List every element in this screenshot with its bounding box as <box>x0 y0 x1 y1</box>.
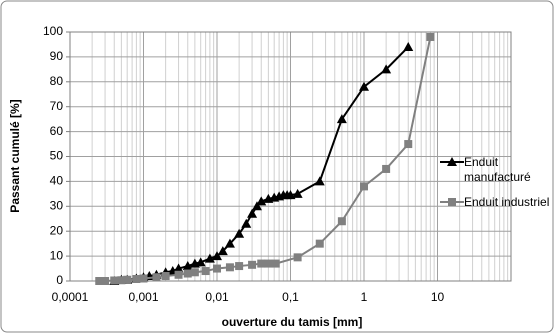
x-tick-label: 0,001 <box>128 290 158 304</box>
data-point <box>139 274 148 283</box>
data-point <box>271 259 280 268</box>
data-point <box>123 275 132 284</box>
data-point <box>426 32 435 41</box>
data-point <box>224 238 235 248</box>
data-point <box>182 261 193 271</box>
y-tick-label: 70 <box>50 99 64 113</box>
data-point <box>359 81 369 91</box>
data-point <box>315 239 324 248</box>
data-point <box>174 270 183 279</box>
y-tick-label: 20 <box>50 223 64 237</box>
data-point <box>256 196 267 206</box>
data-point <box>403 41 414 51</box>
legend-label: Enduit industriel <box>464 195 550 209</box>
legend-symbol <box>440 157 464 166</box>
data-point <box>183 269 192 278</box>
data-point <box>360 182 368 191</box>
data-point <box>336 114 347 124</box>
data-point <box>217 246 228 256</box>
data-point <box>95 277 104 285</box>
data-point <box>173 263 184 273</box>
data-point <box>234 228 245 238</box>
data-point <box>204 253 215 263</box>
legend-marker <box>448 198 456 206</box>
data-point <box>101 277 110 285</box>
data-point <box>404 140 413 149</box>
y-tick-label: 40 <box>50 174 64 188</box>
data-point <box>241 218 252 228</box>
data-point <box>117 276 126 285</box>
data-point <box>251 201 262 211</box>
data-point <box>248 260 257 269</box>
x-tick-label: 10 <box>431 290 445 304</box>
data-point <box>213 264 221 273</box>
y-tick-label: 80 <box>50 74 64 88</box>
data-point <box>190 268 199 277</box>
data-point <box>201 267 210 276</box>
data-point <box>314 176 325 186</box>
plot-area-border <box>69 31 512 282</box>
y-tick-label: 30 <box>50 198 64 212</box>
data-point <box>293 253 302 262</box>
data-point <box>225 263 234 272</box>
data-point <box>235 262 244 271</box>
y-tick-label: 100 <box>43 24 63 38</box>
data-point <box>247 208 258 218</box>
x-tick-label: 1 <box>361 290 368 304</box>
x-tick-label: 0,1 <box>282 290 299 304</box>
y-tick-label: 0 <box>56 273 63 287</box>
x-tick-label: 0,0001 <box>52 290 89 304</box>
legend-marker <box>447 157 457 166</box>
y-axis-label: Passant cumulé [%] <box>8 99 22 212</box>
data-point <box>257 259 266 268</box>
data-point <box>161 272 170 281</box>
y-tick-label: 60 <box>50 124 64 138</box>
data-point <box>264 259 273 268</box>
data-point <box>132 275 141 284</box>
data-point <box>285 190 296 200</box>
y-tick-label: 50 <box>50 149 64 163</box>
data-point <box>337 217 346 226</box>
data-point <box>110 276 119 285</box>
data-point <box>195 257 206 267</box>
y-tick-label: 10 <box>50 248 64 262</box>
data-point <box>292 188 303 198</box>
data-point <box>381 64 392 74</box>
y-tick-label: 90 <box>50 49 64 63</box>
x-axis-label: ouverture du tamis [mm] <box>222 315 363 329</box>
data-point <box>212 251 222 261</box>
legend-symbol <box>440 198 464 206</box>
legend-label: Enduit manufacturé <box>464 155 531 184</box>
data-point <box>152 273 161 282</box>
data-point <box>382 164 391 173</box>
x-tick-label: 0,01 <box>205 290 229 304</box>
